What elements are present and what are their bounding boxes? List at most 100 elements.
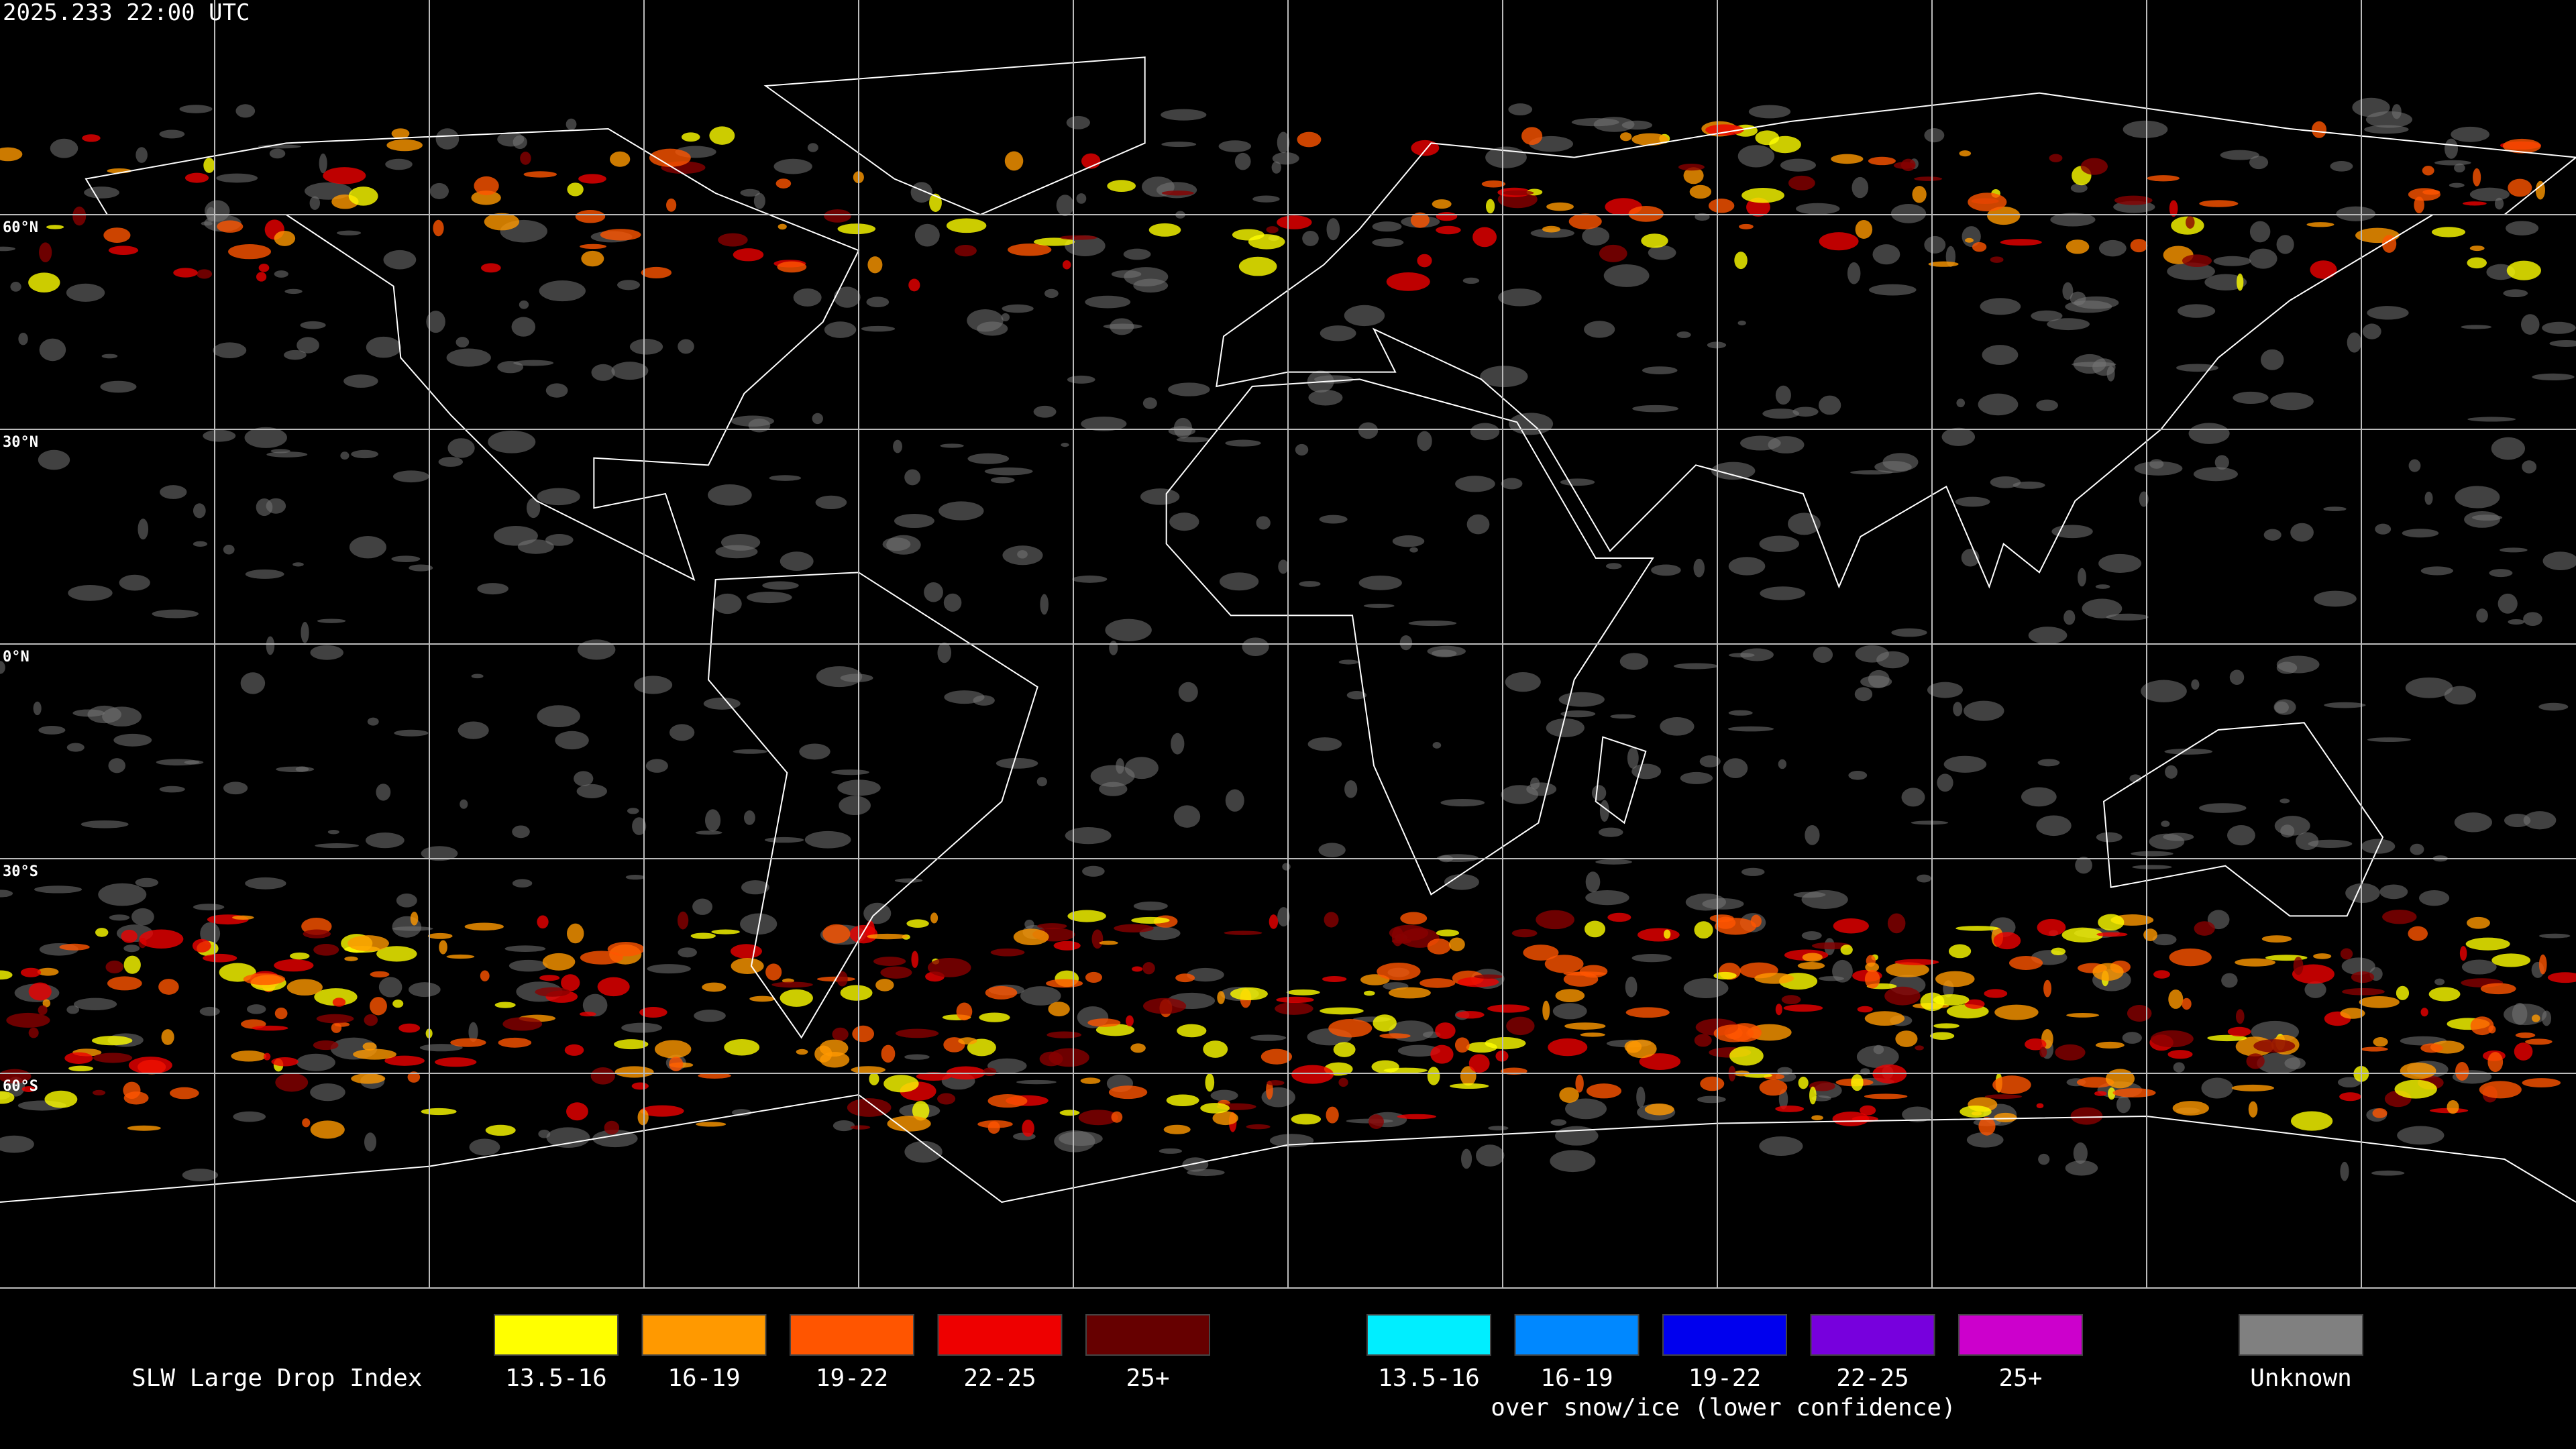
cloud-slw (1400, 912, 1428, 925)
cloud-slw (2167, 1050, 2193, 1059)
cloud-unknown (504, 945, 546, 953)
cloud-slw (535, 987, 570, 997)
cloud-slw (1788, 175, 1815, 191)
cloud-slw (677, 911, 689, 930)
cloud-unknown (73, 998, 117, 1011)
coastline (85, 127, 860, 581)
cloud-unknown (1627, 747, 1639, 769)
cloud-unknown (1631, 763, 1662, 780)
cloud-slw (2094, 1091, 2107, 1096)
cloud-unknown (2461, 959, 2497, 975)
cloud-slw (302, 1118, 311, 1128)
cloud-unknown (2371, 1170, 2405, 1176)
cloud-slw (1542, 225, 1560, 233)
cloud-slw (105, 960, 124, 973)
legend-swatch (641, 1314, 767, 1356)
cloud-slw (2447, 1100, 2459, 1114)
cloud-slw (837, 971, 848, 987)
legend-label: 13.5-16 (1378, 1364, 1480, 1392)
cloud-slw (392, 999, 404, 1008)
cloud-slw (1511, 928, 1538, 938)
cloud-slw (1107, 180, 1136, 193)
cloud-unknown (351, 449, 379, 459)
cloud-slw (1694, 1034, 1712, 1047)
cloud-slw (1364, 990, 1375, 996)
cloud-unknown (611, 362, 649, 380)
cloud-unknown (2341, 957, 2375, 975)
cloud-slw (1502, 190, 1534, 196)
cloud-unknown (1066, 115, 1090, 129)
cloud-unknown (1427, 645, 1466, 657)
cloud-slw (1456, 1011, 1485, 1019)
cloud-unknown (1168, 426, 1196, 436)
cloud-unknown (937, 642, 952, 663)
cloud-slw (580, 244, 606, 250)
cloud-unknown (833, 1120, 855, 1132)
cloud-slw (348, 186, 378, 206)
cloud-slw (1266, 226, 1279, 233)
cloud-unknown (1924, 235, 1946, 254)
legend-label: 19-22 (1688, 1364, 1761, 1392)
cloud-unknown (1173, 805, 1201, 828)
cloud-unknown (1990, 476, 2021, 488)
cloud-unknown (1530, 228, 1574, 238)
cloud-slw (42, 999, 51, 1008)
cloud-unknown (2213, 256, 2251, 266)
cloud-unknown (740, 189, 760, 197)
cloud-slw (1585, 920, 1606, 938)
cloud-slw (323, 167, 366, 184)
cloud-unknown (1860, 675, 1892, 688)
cloud-slw (161, 1029, 174, 1045)
cloud-slw (474, 176, 499, 196)
cloud-unknown (2096, 832, 2123, 843)
cloud-unknown (1610, 714, 1636, 719)
cloud-unknown (1748, 105, 1791, 119)
cloud-unknown (66, 743, 85, 752)
cloud-unknown (310, 645, 343, 660)
cloud-unknown (469, 1138, 500, 1156)
cloud-slw (883, 1075, 919, 1093)
cloud-unknown (2367, 306, 2409, 320)
cloud-unknown (2098, 553, 2142, 573)
cloud-slw (1379, 1033, 1411, 1039)
cloud-slw (303, 929, 331, 938)
cloud-slw (887, 1116, 931, 1132)
cloud-unknown (2508, 619, 2525, 625)
cloud-slw (59, 943, 90, 951)
cloud-slw (263, 1053, 271, 1061)
cloud-unknown (780, 551, 814, 572)
cloud-unknown (2379, 884, 2408, 900)
cloud-slw (2382, 909, 2417, 924)
cloud-slw (1368, 1114, 1384, 1129)
cloud-unknown (1850, 470, 1893, 475)
cloud-unknown (2467, 417, 2516, 422)
cloud-slw (2480, 983, 2516, 995)
cloud-slw (849, 924, 878, 944)
cloud-slw (607, 942, 645, 957)
cloud-slw (1468, 1054, 1490, 1073)
cloud-unknown (2198, 803, 2247, 813)
cloud-unknown (741, 880, 769, 895)
cloud-slw (2112, 1088, 2156, 1097)
cloud-unknown (2304, 981, 2326, 998)
cloud-unknown (364, 1132, 377, 1152)
cloud-unknown (159, 786, 185, 793)
legend-label: 16-19 (1540, 1364, 1613, 1392)
cloud-slw (2182, 254, 2212, 268)
cloud-slw (1148, 223, 1181, 237)
cloud-slw (2502, 138, 2541, 154)
cloud-unknown (2073, 354, 2106, 374)
cloud-unknown (893, 439, 902, 453)
cloud-unknown (793, 288, 822, 307)
cloud-unknown (2276, 661, 2298, 674)
cloud-unknown (1501, 478, 1523, 490)
cloud-unknown (10, 282, 21, 292)
cloud-unknown (1338, 659, 1358, 665)
cloud-slw (485, 1124, 516, 1136)
cloud-unknown (284, 288, 303, 294)
cloud-slw (1864, 1093, 1908, 1099)
cloud-unknown (1105, 619, 1152, 641)
cloud-slw (1857, 1006, 1873, 1013)
cloud-slw (1955, 926, 1999, 931)
cloud-unknown (1927, 682, 1964, 698)
